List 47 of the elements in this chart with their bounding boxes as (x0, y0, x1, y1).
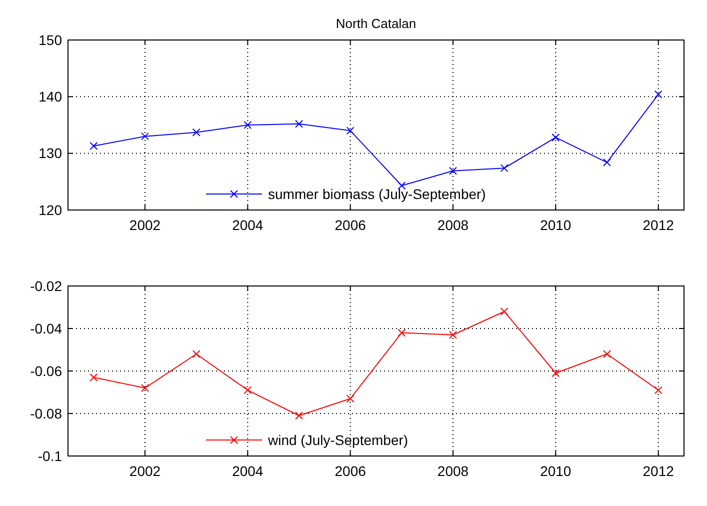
y-tick-label: -0.04 (30, 320, 62, 336)
point (295, 412, 303, 420)
chart-title: North Catalan (336, 16, 416, 31)
point (141, 384, 149, 392)
x-tick-label: 2012 (642, 217, 674, 233)
point (552, 369, 560, 378)
point (654, 90, 662, 98)
point (603, 350, 611, 358)
x-tick-label: 2008 (437, 463, 469, 479)
x-tick-label: 2010 (540, 217, 572, 233)
point (449, 166, 457, 175)
x-tick-label: 2002 (129, 463, 161, 479)
point (552, 133, 560, 142)
point (603, 158, 611, 166)
x-tick-label: 2006 (334, 463, 366, 479)
x-tick-label: 2006 (334, 217, 366, 233)
point (244, 386, 252, 394)
x-tick-label: 2002 (129, 217, 161, 233)
point (449, 330, 457, 339)
point (192, 350, 200, 358)
point (295, 120, 303, 128)
y-tick-label: 150 (38, 32, 62, 48)
point (500, 308, 508, 316)
x-tick-label: 2010 (540, 463, 572, 479)
point (244, 121, 252, 129)
point (141, 132, 149, 140)
y-tick-label: -0.1 (38, 448, 62, 464)
y-tick-label: -0.02 (30, 278, 62, 294)
y-tick-label: 140 (38, 88, 62, 105)
y-tick-label: -0.08 (30, 405, 62, 422)
point (192, 128, 200, 136)
point (346, 126, 354, 135)
point (654, 386, 662, 394)
x-tick-label: 2012 (642, 463, 674, 479)
point (90, 142, 98, 150)
y-tick-label: -0.06 (30, 362, 62, 379)
x-tick-label: 2008 (437, 217, 469, 233)
legend-label: summer biomass (July-September) (268, 186, 486, 202)
y-tick-label: 130 (38, 145, 62, 162)
y-tick-label: 120 (38, 202, 62, 218)
point (90, 373, 98, 382)
point (398, 328, 406, 337)
x-tick-label: 2004 (232, 463, 264, 479)
point (346, 394, 354, 403)
point (500, 164, 508, 172)
x-tick-label: 2004 (232, 217, 264, 233)
legend-label: wind (July-September) (267, 432, 408, 448)
